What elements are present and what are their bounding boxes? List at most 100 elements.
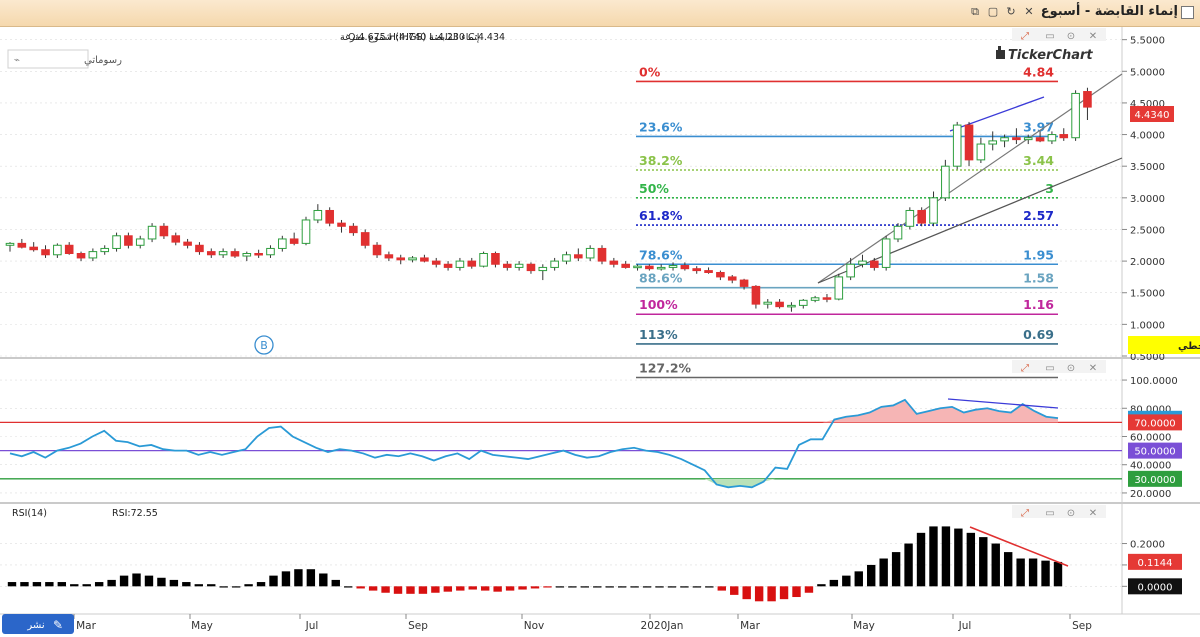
candle xyxy=(1023,137,1033,141)
minimize-pane-icon[interactable]: ▭ xyxy=(1045,363,1054,374)
detach-window-icon[interactable]: ⧉ xyxy=(971,5,979,18)
fib-level-pct: 113% xyxy=(639,327,678,342)
candle xyxy=(787,304,796,308)
candle xyxy=(1000,137,1009,142)
y-axis-area xyxy=(1122,27,1200,614)
chart-area[interactable]: 0%4.8423.6%3.9738.2%3.4450%361.8%2.5778.… xyxy=(0,26,1200,637)
price-tick-label: 3.5000 xyxy=(1130,162,1165,173)
macd-bar xyxy=(941,526,951,587)
line-type-button[interactable] xyxy=(1128,336,1200,354)
close-pane-icon[interactable]: ✕ xyxy=(1089,508,1097,519)
expand-pane-icon[interactable]: ⤢ xyxy=(1021,508,1029,519)
macd-bar xyxy=(754,586,764,602)
candle xyxy=(1071,92,1080,139)
divergence-line-rsi[interactable] xyxy=(947,398,1059,409)
price-pane-controls[interactable]: ⤢ ▭ ⊙ ✕ xyxy=(1012,28,1106,42)
macd-bar xyxy=(867,564,876,587)
candle xyxy=(739,279,749,287)
candle xyxy=(396,257,406,261)
close-window-icon[interactable]: ✕ xyxy=(1024,5,1034,18)
rsi-chart xyxy=(0,379,1122,494)
buy-signal-marker[interactable] xyxy=(254,335,274,355)
candle xyxy=(1047,134,1057,142)
macd-bar xyxy=(32,582,42,587)
candle xyxy=(1035,137,1045,142)
candle xyxy=(846,263,855,278)
x-tick-label: Sep xyxy=(1072,620,1092,632)
macd-bar xyxy=(730,586,739,595)
fib-level-value: 1.16 xyxy=(1023,297,1054,312)
settings-pane-icon[interactable]: ⊙ xyxy=(1067,363,1075,374)
x-tick-label: Mar xyxy=(740,620,760,632)
settings-pane-icon[interactable]: ⊙ xyxy=(1067,508,1075,519)
macd-bar xyxy=(904,543,913,587)
candle xyxy=(1059,134,1069,139)
macd-bar xyxy=(1016,558,1025,587)
line-type-label: خطي xyxy=(1178,341,1200,352)
candle xyxy=(645,265,654,270)
candle xyxy=(574,254,583,259)
price-axis: 5.5000 5.0000 4.5000 4.0000 3.5000 3.0000 2.50… xyxy=(1122,36,1165,363)
macd-bar xyxy=(717,586,726,591)
macd-bar xyxy=(705,586,714,588)
candle xyxy=(538,266,548,272)
candle xyxy=(183,241,192,246)
macd-bar xyxy=(82,584,91,587)
candle xyxy=(171,235,181,243)
candle xyxy=(76,253,86,259)
macd-bar xyxy=(244,584,253,587)
refresh-window-icon[interactable]: ↻ xyxy=(1006,5,1016,18)
macd-trend-line[interactable] xyxy=(969,526,1069,567)
close-pane-icon[interactable]: ✕ xyxy=(1089,363,1097,374)
candle xyxy=(550,260,559,268)
fib-level-pct: 78.6% xyxy=(639,247,683,262)
price-tick-label: 0.5000 xyxy=(1130,352,1165,363)
x-tick-label: Jul xyxy=(305,620,319,632)
share-button[interactable] xyxy=(2,614,74,634)
rsi-pane-controls[interactable]: ⤢ ▭ ⊙ ✕ xyxy=(1012,360,1106,374)
candle xyxy=(124,235,133,246)
candle xyxy=(17,242,27,248)
candle xyxy=(870,260,879,268)
macd-bar xyxy=(480,586,490,591)
rsi-tick-label: 60.0000 xyxy=(1130,433,1171,444)
macd-bar xyxy=(817,584,826,587)
minimize-pane-icon[interactable]: ▭ xyxy=(1045,508,1054,519)
candle xyxy=(834,276,844,300)
macd-bar xyxy=(1053,561,1063,587)
macd-bar xyxy=(381,586,390,593)
macd-bar xyxy=(468,586,477,590)
candle xyxy=(810,297,820,301)
window-title: إنماء القابضة - أسبوع xyxy=(1040,4,1178,19)
macd-bar xyxy=(344,586,353,588)
expand-pane-icon[interactable]: ⤢ xyxy=(1021,363,1029,374)
window-checkbox[interactable] xyxy=(1181,6,1194,19)
restore-window-icon[interactable]: ▢ xyxy=(987,5,999,18)
candle xyxy=(112,235,121,249)
macd-bar xyxy=(356,586,365,589)
trend-line-lower[interactable] xyxy=(817,157,1123,284)
macd-bar xyxy=(45,582,54,587)
macd-bar xyxy=(829,579,839,587)
macd-bar xyxy=(493,586,502,592)
candle xyxy=(727,276,737,281)
price-tick-label: 4.5000 xyxy=(1130,99,1165,110)
close-pane-icon[interactable]: ✕ xyxy=(1089,31,1097,42)
minimize-pane-icon[interactable]: ▭ xyxy=(1045,31,1054,42)
settings-pane-icon[interactable]: ⊙ xyxy=(1067,31,1075,42)
fib-level-value: 0.69 xyxy=(1023,327,1054,342)
macd-pane-controls[interactable]: ⤢ ▭ ⊙ ✕ xyxy=(1012,505,1106,519)
macd-bar xyxy=(518,586,527,590)
rsi-marker-value: 70.0000 xyxy=(1134,418,1175,429)
macd-bar xyxy=(842,575,851,587)
candle xyxy=(88,251,98,259)
expand-pane-icon[interactable]: ⤢ xyxy=(1021,31,1029,42)
drawings-selector[interactable] xyxy=(7,49,89,69)
candle xyxy=(218,251,228,256)
drawings-label: رسوماتي xyxy=(84,55,122,66)
macd-bar xyxy=(1041,560,1050,587)
candle xyxy=(502,263,512,268)
candle xyxy=(1083,91,1092,108)
candle xyxy=(680,265,690,270)
candle xyxy=(514,263,524,268)
